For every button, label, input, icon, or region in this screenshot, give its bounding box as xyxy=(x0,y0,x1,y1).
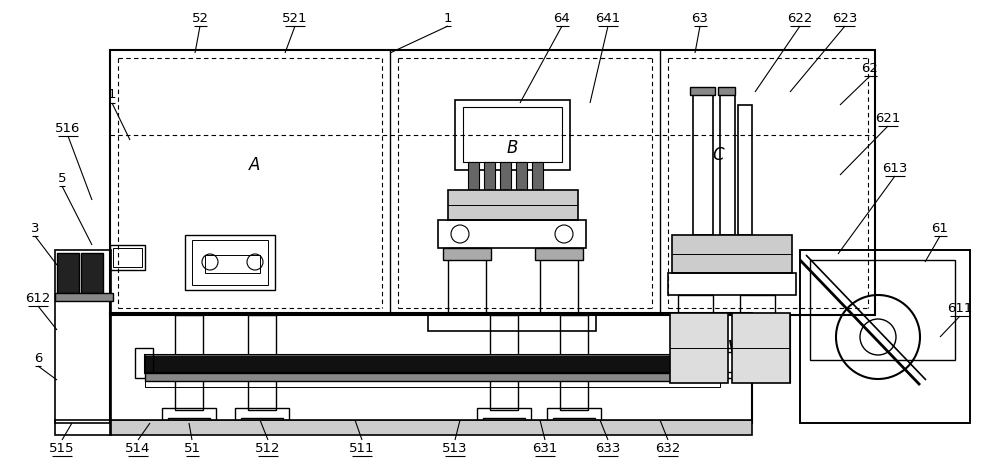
Bar xyxy=(720,352,735,372)
Text: 632: 632 xyxy=(655,441,681,455)
Bar xyxy=(720,90,735,235)
Bar xyxy=(110,245,145,270)
Bar xyxy=(718,87,735,95)
Bar xyxy=(477,408,531,420)
Bar xyxy=(145,381,720,387)
Bar xyxy=(738,105,752,235)
Bar xyxy=(145,373,720,381)
Text: A: A xyxy=(249,156,261,174)
Text: 514: 514 xyxy=(125,441,151,455)
Bar xyxy=(500,162,511,190)
Bar xyxy=(553,418,595,426)
Bar xyxy=(438,220,586,248)
Bar xyxy=(693,90,713,235)
Text: 612: 612 xyxy=(25,291,51,305)
Bar xyxy=(55,420,111,435)
Text: 621: 621 xyxy=(875,112,901,124)
Bar xyxy=(484,162,495,190)
Text: 6: 6 xyxy=(34,351,42,365)
Bar xyxy=(55,293,113,301)
Bar xyxy=(248,315,276,410)
Bar xyxy=(540,248,578,313)
Bar xyxy=(55,250,111,423)
Text: 622: 622 xyxy=(787,11,813,25)
Bar xyxy=(468,162,479,190)
Bar xyxy=(672,235,792,273)
Bar xyxy=(205,255,260,273)
Text: 64: 64 xyxy=(554,11,570,25)
Bar xyxy=(162,408,216,420)
Bar xyxy=(516,162,527,190)
Bar xyxy=(455,100,570,170)
Text: 631: 631 xyxy=(532,441,558,455)
Bar xyxy=(168,418,210,426)
Text: 511: 511 xyxy=(349,441,375,455)
Bar xyxy=(690,87,715,95)
Text: 516: 516 xyxy=(55,122,81,134)
Bar xyxy=(110,420,752,435)
Bar xyxy=(535,248,583,260)
Text: 641: 641 xyxy=(595,11,621,25)
Text: B: B xyxy=(506,139,518,157)
Bar xyxy=(443,248,491,260)
Bar xyxy=(57,253,79,293)
Text: 611: 611 xyxy=(947,301,973,315)
Text: 62: 62 xyxy=(862,61,878,75)
Bar xyxy=(732,313,790,383)
Bar xyxy=(810,260,955,360)
Bar xyxy=(428,313,596,331)
Text: 5: 5 xyxy=(58,172,66,184)
Text: 521: 521 xyxy=(282,11,308,25)
Bar xyxy=(800,250,970,423)
Bar xyxy=(463,107,562,162)
Bar xyxy=(145,355,720,373)
Text: 3: 3 xyxy=(31,221,39,235)
Text: 633: 633 xyxy=(595,441,621,455)
Bar xyxy=(241,418,283,426)
Bar xyxy=(81,253,103,293)
Bar xyxy=(678,295,713,313)
Bar xyxy=(135,348,153,378)
Text: 61: 61 xyxy=(932,221,948,235)
Bar xyxy=(668,273,796,295)
Text: 51: 51 xyxy=(184,441,200,455)
Bar xyxy=(448,248,486,313)
Bar xyxy=(560,315,588,410)
Bar xyxy=(110,50,875,315)
Bar xyxy=(532,162,543,190)
Bar xyxy=(192,240,268,285)
Text: C: C xyxy=(712,146,724,164)
Text: 52: 52 xyxy=(192,11,208,25)
Bar xyxy=(235,408,289,420)
Text: 513: 513 xyxy=(442,441,468,455)
Bar xyxy=(670,313,728,383)
Bar xyxy=(490,315,518,410)
Text: 515: 515 xyxy=(49,441,75,455)
Bar xyxy=(740,295,775,313)
Text: 63: 63 xyxy=(692,11,708,25)
Bar xyxy=(113,248,142,267)
Bar xyxy=(718,348,736,378)
Bar xyxy=(185,235,275,290)
Bar xyxy=(448,190,578,220)
Text: 623: 623 xyxy=(832,11,858,25)
Bar xyxy=(110,313,752,423)
Text: 613: 613 xyxy=(882,161,908,175)
Bar xyxy=(547,408,601,420)
Bar xyxy=(175,315,203,410)
Bar xyxy=(483,418,525,426)
Text: 1: 1 xyxy=(444,11,452,25)
Text: 512: 512 xyxy=(255,441,281,455)
Text: 1: 1 xyxy=(108,88,116,102)
Bar xyxy=(800,250,970,423)
